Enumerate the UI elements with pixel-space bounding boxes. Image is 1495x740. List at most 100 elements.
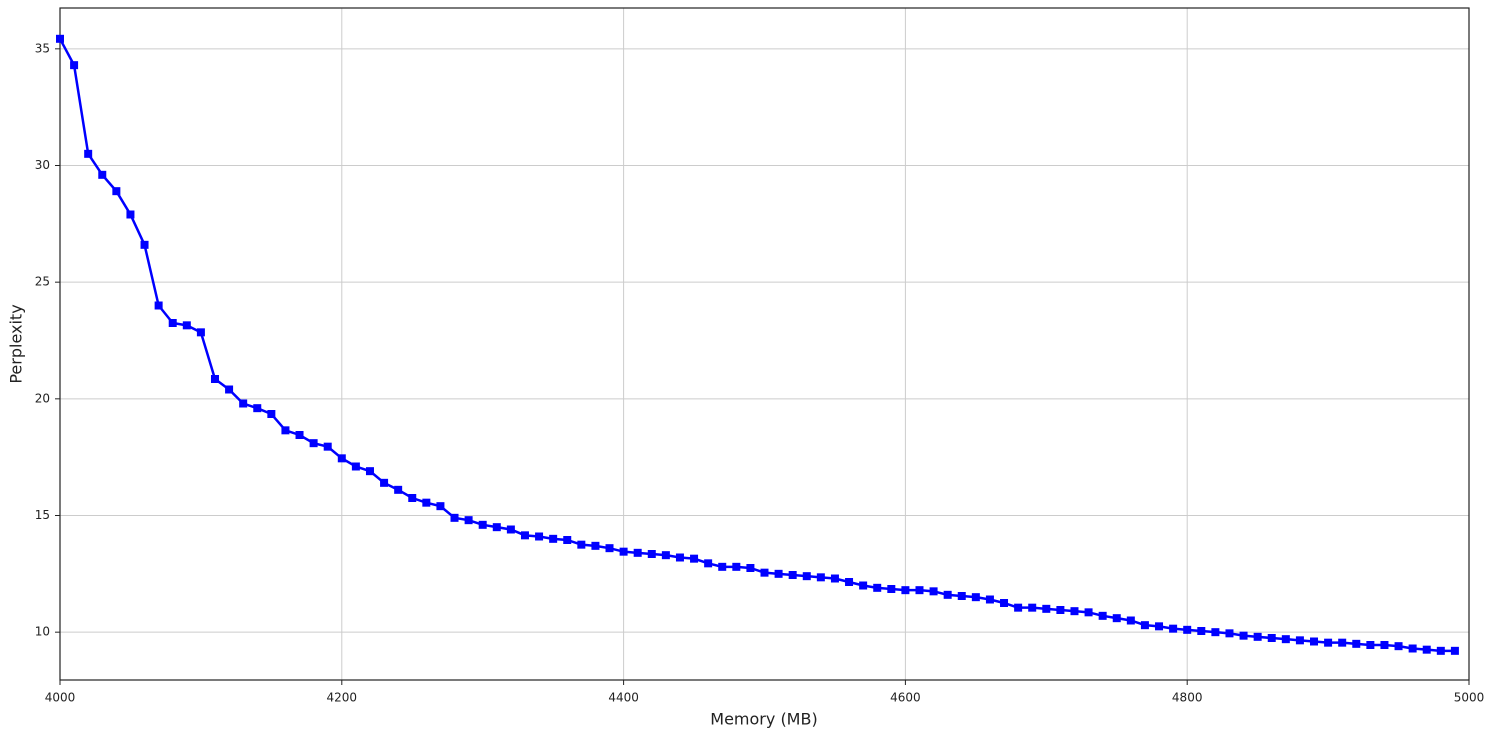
marker xyxy=(915,586,924,595)
x-tick-label: 4600 xyxy=(890,691,921,705)
marker xyxy=(210,375,219,383)
marker xyxy=(464,516,473,525)
marker xyxy=(56,34,64,43)
marker xyxy=(746,564,755,572)
marker xyxy=(225,385,234,394)
marker xyxy=(718,562,727,571)
x-tick-label: 4800 xyxy=(1172,691,1203,705)
marker xyxy=(323,442,332,451)
marker xyxy=(577,540,586,549)
marker xyxy=(239,399,248,408)
marker xyxy=(788,571,797,579)
marker xyxy=(1380,641,1389,649)
marker xyxy=(535,532,544,541)
marker xyxy=(661,551,670,560)
marker xyxy=(1042,604,1051,613)
marker xyxy=(182,321,191,330)
marker xyxy=(1112,614,1121,623)
marker xyxy=(971,593,980,602)
marker xyxy=(1070,607,1079,616)
marker xyxy=(520,531,529,540)
marker xyxy=(1126,616,1135,625)
marker xyxy=(309,439,318,448)
marker xyxy=(1352,639,1361,648)
marker xyxy=(774,569,783,578)
marker xyxy=(1084,608,1093,617)
marker xyxy=(1000,599,1009,607)
y-tick-label: 25 xyxy=(35,275,50,289)
marker xyxy=(1197,627,1206,635)
marker xyxy=(901,586,910,595)
marker xyxy=(549,534,558,543)
marker xyxy=(1225,629,1234,638)
x-tick-label: 4000 xyxy=(45,691,76,705)
marker xyxy=(337,454,346,463)
marker xyxy=(168,319,177,327)
marker xyxy=(281,426,290,435)
marker xyxy=(492,523,501,532)
marker xyxy=(351,462,360,471)
marker xyxy=(126,210,135,219)
marker xyxy=(84,149,93,158)
marker xyxy=(802,572,811,581)
marker xyxy=(845,578,854,586)
marker xyxy=(675,553,684,562)
x-tick-label: 4200 xyxy=(327,691,358,705)
plot-frame xyxy=(59,7,1470,681)
marker xyxy=(563,536,572,544)
marker xyxy=(253,404,262,413)
x-axis-label: Memory (MB) xyxy=(710,710,817,729)
marker xyxy=(1169,624,1178,633)
marker xyxy=(859,581,868,590)
marker xyxy=(690,554,699,563)
marker xyxy=(873,583,882,592)
marker xyxy=(408,494,417,502)
marker xyxy=(1183,625,1192,634)
marker xyxy=(1267,634,1276,642)
marker xyxy=(1211,628,1220,637)
marker xyxy=(1366,641,1375,649)
marker xyxy=(478,520,487,529)
marker xyxy=(1239,631,1248,640)
marker xyxy=(394,485,403,494)
y-tick-label: 35 xyxy=(35,41,50,55)
marker xyxy=(1436,646,1445,655)
y-tick-label: 10 xyxy=(35,625,50,639)
data-line xyxy=(58,38,1455,653)
y-tick-label: 30 xyxy=(35,158,50,172)
marker xyxy=(943,590,952,599)
x-tick-label: 4400 xyxy=(608,691,639,705)
marker xyxy=(647,550,656,558)
marker xyxy=(591,541,600,550)
y-tick-label: 15 xyxy=(35,508,50,522)
marker xyxy=(760,568,769,577)
marker xyxy=(1295,636,1304,645)
marker xyxy=(140,240,149,249)
marker xyxy=(1014,603,1023,612)
marker xyxy=(1422,645,1431,654)
marker xyxy=(1408,644,1417,653)
marker xyxy=(365,467,374,476)
marker xyxy=(732,562,741,571)
marker xyxy=(1281,635,1290,644)
marker xyxy=(704,559,713,568)
marker xyxy=(506,525,515,534)
marker xyxy=(1140,621,1149,630)
marker xyxy=(1028,603,1037,612)
marker xyxy=(985,595,994,604)
marker xyxy=(957,592,966,600)
marker xyxy=(887,585,896,593)
marker xyxy=(1394,642,1403,651)
marker xyxy=(112,187,121,196)
marker xyxy=(154,301,163,310)
marker xyxy=(422,498,431,507)
marker xyxy=(1155,622,1164,631)
marker xyxy=(70,61,79,70)
marker xyxy=(633,548,642,557)
marker xyxy=(436,502,445,511)
marker xyxy=(1324,638,1333,647)
marker xyxy=(450,513,459,522)
marker xyxy=(196,328,205,337)
marker xyxy=(98,170,107,179)
